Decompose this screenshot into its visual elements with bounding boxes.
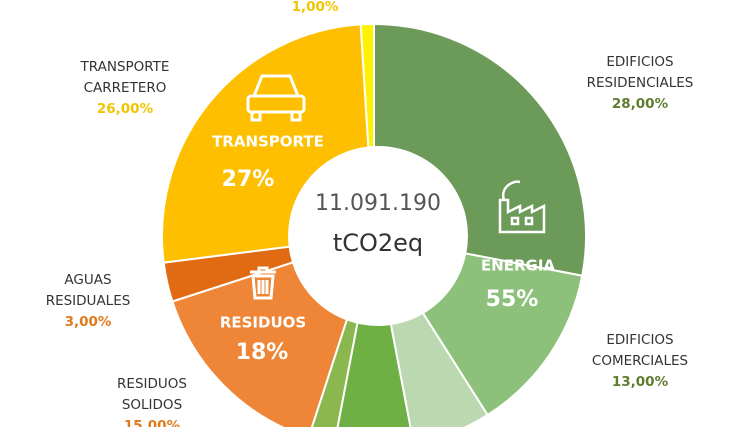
group-value: 18% [236,340,289,365]
category-label: RESIDUOS SOLIDOS [117,376,187,413]
donut-hole [288,146,468,326]
value-label: 15,00% [123,418,181,427]
center-unit: tCO2eq [333,229,423,257]
value-label: 13,00% [611,374,669,390]
slice [310,235,375,427]
trash-icon [250,266,276,300]
car-icon [246,74,306,122]
group-value: 55% [486,287,539,312]
group-value: 27% [222,167,275,192]
value-label: 28,00% [611,96,669,112]
group-name: TRANSPORTE [212,133,324,151]
category-label: EDIFICIOS RESIDENCIALES [586,54,694,91]
slice-label: EDIFICIOS COMERCIALES 13,00% [565,330,715,393]
center-value: 11.091.190 [315,191,441,216]
slice-label: TRANSPORTE CARRETERO 26,00% [50,57,200,120]
slice-label: 1,00% [240,0,390,18]
category-label: AGUAS RESIDUALES [45,272,131,309]
category-label: TRANSPORTE CARRETERO [80,59,170,96]
group-name: ENERGIA [481,257,555,275]
slice-label: RESIDUOS SOLIDOS 15,00% [77,374,227,427]
value-label: 26,00% [96,101,154,117]
slice [336,235,412,427]
value-label: 1,00% [291,0,339,15]
group-name: RESIDUOS [220,314,306,332]
slice-label: EDIFICIOS RESIDENCIALES 28,00% [565,52,715,115]
factory-icon [498,180,546,234]
category-label: EDIFICIOS COMERCIALES [591,332,689,369]
slice-label: AGUAS RESIDUALES 3,00% [13,270,163,333]
value-label: 3,00% [64,314,112,330]
